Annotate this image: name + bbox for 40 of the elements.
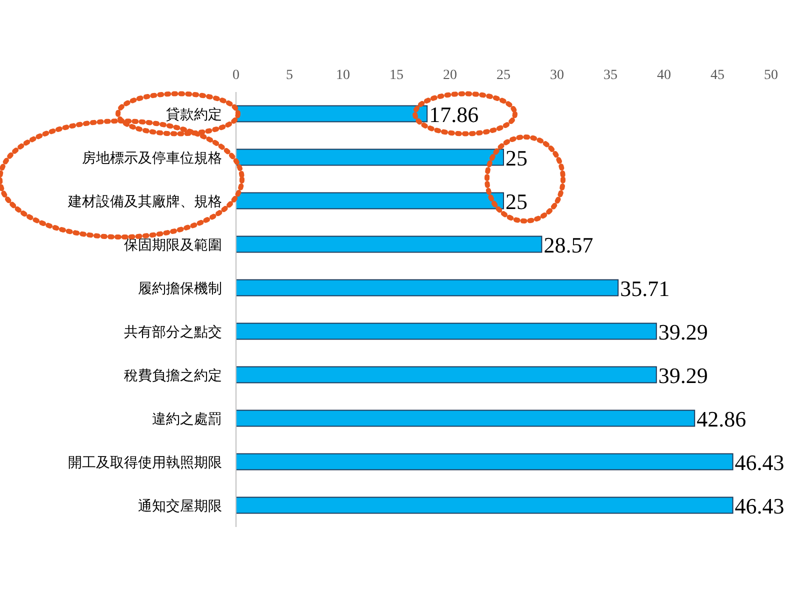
x-tick-label: 50 bbox=[764, 68, 778, 83]
data-label: 25 bbox=[506, 145, 528, 170]
x-tick-label: 5 bbox=[286, 68, 293, 83]
y-tick-label: 房地標示及停車位規格 bbox=[82, 150, 222, 166]
y-tick-label: 建材設備及其廠牌、規格 bbox=[67, 194, 222, 210]
x-tick-label: 30 bbox=[550, 68, 564, 83]
data-label: 46.43 bbox=[734, 450, 784, 475]
x-tick-label: 35 bbox=[604, 68, 618, 83]
data-label: 39.29 bbox=[658, 319, 708, 344]
y-tick-label: 開工及取得使用執照期限 bbox=[68, 454, 222, 471]
data-label: 42.86 bbox=[696, 406, 746, 432]
data-label: 39.29 bbox=[658, 362, 708, 388]
x-tick-label: 10 bbox=[336, 68, 350, 83]
x-tick-label: 25 bbox=[496, 68, 510, 83]
x-tick-label: 40 bbox=[657, 68, 671, 83]
y-tick-label: 通知交屋期限 bbox=[138, 498, 222, 514]
y-tick-label: 履約擔保機制 bbox=[138, 280, 222, 297]
data-label: 46.43 bbox=[734, 493, 784, 518]
bar bbox=[236, 192, 504, 210]
bar bbox=[236, 496, 734, 514]
bar bbox=[236, 322, 657, 340]
x-tick-label: 0 bbox=[232, 68, 240, 83]
y-tick-label: 稅費負擔之約定 bbox=[124, 368, 222, 384]
bar bbox=[236, 279, 619, 296]
bar bbox=[236, 236, 542, 253]
x-tick-label: 20 bbox=[443, 68, 457, 83]
data-label: 35.71 bbox=[620, 276, 670, 301]
x-tick-label: 15 bbox=[390, 68, 404, 83]
y-tick-label: 貸款約定 bbox=[166, 106, 222, 123]
data-label: 17.86 bbox=[429, 102, 479, 127]
data-label: 25 bbox=[506, 188, 528, 214]
y-tick-label: 共有部分之點交 bbox=[124, 324, 222, 340]
y-tick-label: 違約之處罰 bbox=[152, 411, 222, 428]
bar bbox=[236, 453, 734, 470]
bar bbox=[236, 410, 696, 427]
bar bbox=[236, 148, 504, 166]
x-tick-label: 45 bbox=[710, 68, 724, 83]
data-label: 28.57 bbox=[544, 232, 594, 258]
bar bbox=[236, 366, 657, 384]
y-tick-label: 保固期限及範圍 bbox=[124, 237, 222, 254]
